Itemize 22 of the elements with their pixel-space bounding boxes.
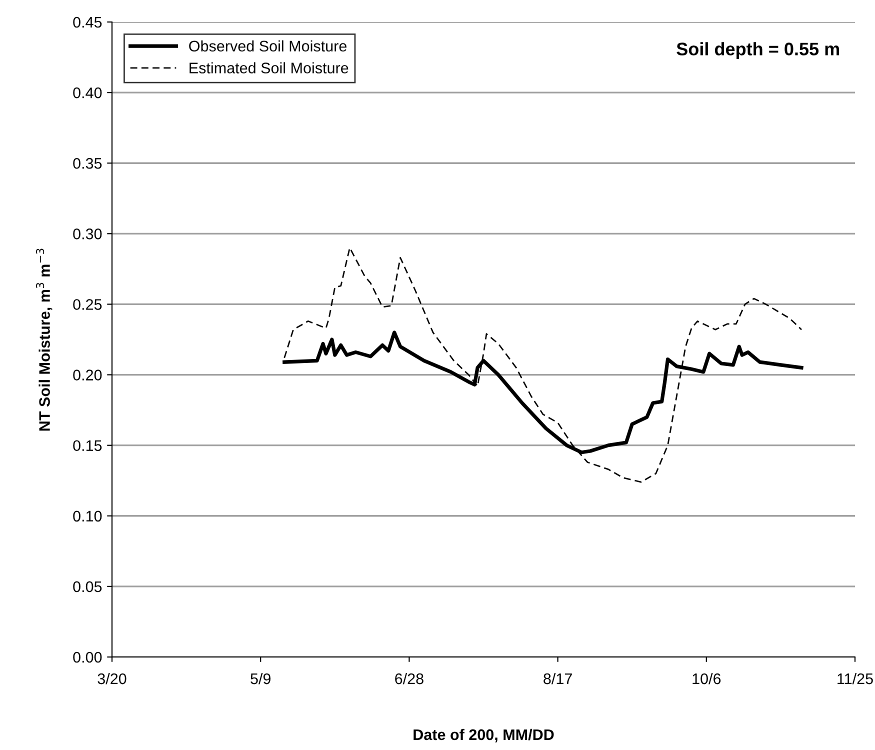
y-tick-label: 0.35 bbox=[73, 158, 102, 169]
y-tick-label: 0.00 bbox=[73, 652, 102, 663]
y-tick-label: 0.10 bbox=[73, 510, 102, 522]
legend-label: Observed Soil Moisture bbox=[189, 40, 346, 52]
x-axis-title: Date of 200, MM/DD bbox=[414, 728, 554, 742]
y-tick-label: 0.40 bbox=[73, 87, 102, 98]
y-tick-label: 0.25 bbox=[73, 299, 102, 310]
y-tick-label: 0.15 bbox=[73, 440, 102, 452]
y-tick-label: 0.05 bbox=[73, 581, 102, 592]
y-axis-title: NT Soil Moisture, m$^{3}$ m$^{−3}$ bbox=[36, 248, 52, 431]
y-tick-label: 0.20 bbox=[73, 370, 102, 380]
x-tick-label: 5/9 bbox=[250, 672, 270, 684]
x-tick-label: 6/28 bbox=[395, 672, 424, 684]
x-tick-label: 11/25 bbox=[838, 672, 873, 684]
x-tick-label: 8/17 bbox=[544, 672, 572, 684]
legend-label: Estimated Soil Moisture bbox=[190, 62, 348, 74]
x-tick-label: 3/20 bbox=[98, 672, 126, 684]
line-series bbox=[284, 247, 802, 483]
annotation: Soil depth = 0.55 m bbox=[676, 42, 840, 59]
x-tick-label: 10/6 bbox=[692, 672, 721, 684]
y-tick-label: 0.45 bbox=[73, 16, 102, 28]
y-tick-label: 0.30 bbox=[73, 228, 102, 240]
